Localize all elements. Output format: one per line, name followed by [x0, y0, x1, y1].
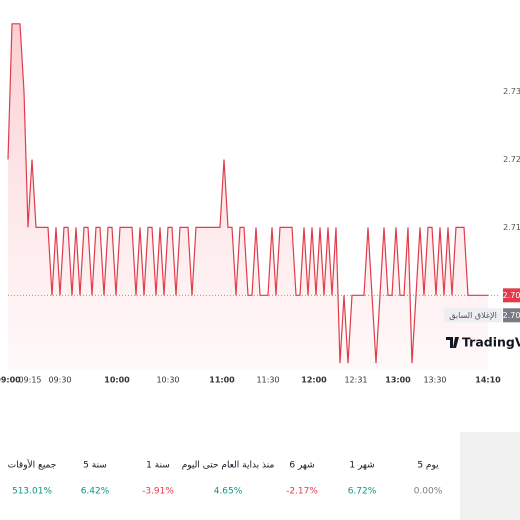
period-label: 1 سنة: [146, 461, 170, 471]
period-label: 5 يوم: [417, 461, 439, 471]
x-tick-label: 11:00: [209, 376, 235, 385]
area: [8, 23, 488, 371]
y-tick-label: 2.73: [503, 87, 520, 96]
x-tick-label: 09:30: [48, 376, 71, 385]
period-change: 6.72%: [348, 487, 377, 497]
period-change: 4.65%: [214, 487, 243, 497]
period-change: 513.01%: [12, 487, 52, 497]
last-price-box: [503, 288, 520, 303]
selected-tab-bg: [460, 432, 520, 520]
previous-close-name: الإغلاق السابق: [449, 311, 497, 321]
x-tick-label: 10:30: [156, 376, 179, 385]
previous-close-label: 2.70: [503, 311, 520, 320]
period-change: 0.00%: [414, 487, 443, 497]
y-tick-label: 2.71: [503, 223, 520, 232]
brand: TradingView: [462, 335, 520, 350]
x-tick-label: 09:00: [0, 376, 21, 385]
x-tick-label: 11:30: [256, 376, 279, 385]
previous-close-tag: [444, 308, 502, 323]
period-label: 5 سنة: [83, 461, 107, 471]
y-tick-label: 2.72: [503, 155, 520, 164]
logo: [446, 337, 459, 348]
period-label: 6 شهر: [289, 461, 314, 471]
previous-close-box: [503, 308, 520, 323]
price-line: [7, 23, 488, 364]
x-tick-label: 12:31: [344, 376, 367, 385]
period-change: -2.17%: [286, 487, 318, 497]
x-tick-label: 14:10: [475, 376, 501, 385]
x-tick-label: 09:15: [18, 376, 41, 385]
period-label: منذ بداية العام حتى اليوم: [182, 461, 275, 471]
x-tick-label: 12:00: [301, 376, 327, 385]
last-price-label: 2.70: [503, 291, 520, 300]
period-label: 1 شهر: [349, 461, 374, 471]
period-label: جميع الأوقات: [8, 459, 57, 471]
period-change: 6.42%: [81, 487, 110, 497]
x-tick-label: 13:30: [423, 376, 446, 385]
x-tick-label: 13:00: [385, 376, 411, 385]
x-tick-label: 10:00: [104, 376, 130, 385]
period-change: -3.91%: [142, 487, 174, 497]
